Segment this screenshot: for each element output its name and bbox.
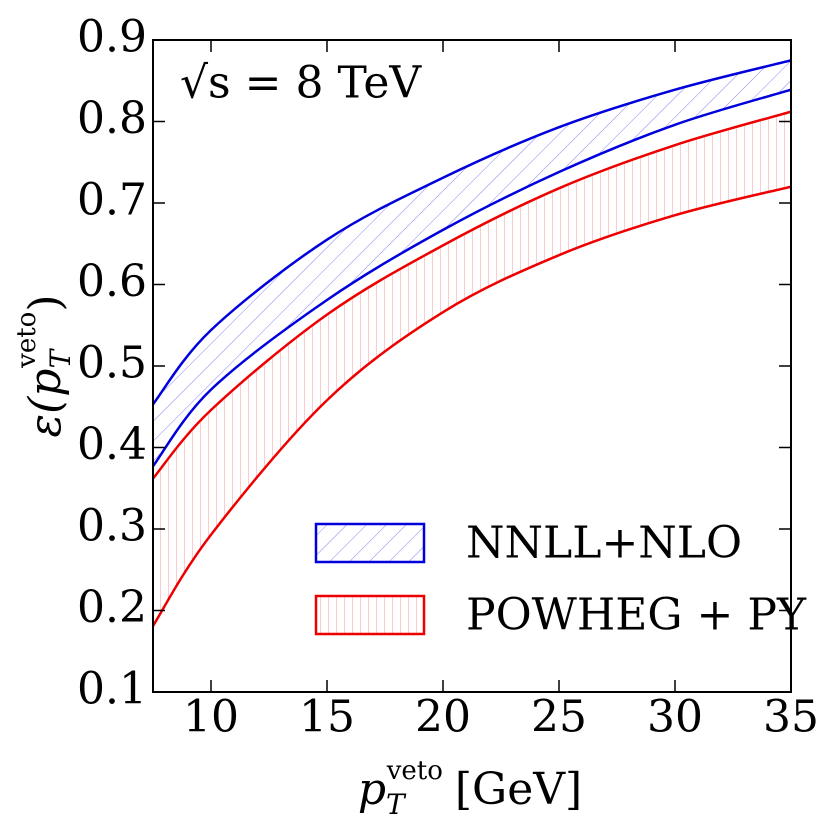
annotation: √s = 8 TeV (180, 58, 422, 109)
band-area (153, 111, 791, 626)
band-lower (153, 88, 791, 467)
band-lower (153, 185, 791, 627)
x-tick-label: 35 (763, 692, 819, 743)
x-label-symbol: p (358, 764, 386, 815)
y-label-sup: veto (12, 312, 42, 369)
x-tick-label: 15 (299, 692, 355, 743)
y-label-sub: T (44, 348, 77, 369)
legend-swatch (314, 594, 426, 636)
x-tick-label: 25 (531, 692, 587, 743)
y-tick-label: 0.9 (77, 12, 147, 63)
x-axis-label: pTveto [GeV] (358, 756, 582, 821)
y-tick-label: 0.6 (77, 256, 147, 307)
y-tick-label: 0.5 (77, 338, 147, 389)
x-label-sup: veto (386, 756, 443, 786)
y-tick-label: 0.7 (77, 175, 147, 226)
y-tick-label: 0.3 (77, 501, 147, 552)
x-tick-label: 10 (183, 692, 239, 743)
legend-label: POWHEG + PY (466, 590, 807, 641)
y-label-close: ) (20, 295, 71, 312)
y-label-symbol: ε(p (20, 369, 71, 438)
x-tick-label: 20 (415, 692, 471, 743)
band-upper (153, 59, 791, 406)
y-tick-label: 0.4 (77, 419, 147, 470)
x-label-sub: T (386, 788, 407, 821)
band-upper (153, 110, 791, 480)
y-axis-label: ε(pTveto) (12, 295, 77, 438)
legend-swatch (314, 522, 426, 564)
y-tick-label: 0.8 (77, 93, 147, 144)
x-tick-label: 30 (647, 692, 703, 743)
band-area (153, 60, 791, 467)
y-tick-label: 0.1 (77, 664, 147, 715)
legend-label: NNLL+NLO (466, 518, 742, 569)
x-label-unit: [GeV] (455, 764, 582, 815)
y-tick-label: 0.2 (77, 582, 147, 633)
